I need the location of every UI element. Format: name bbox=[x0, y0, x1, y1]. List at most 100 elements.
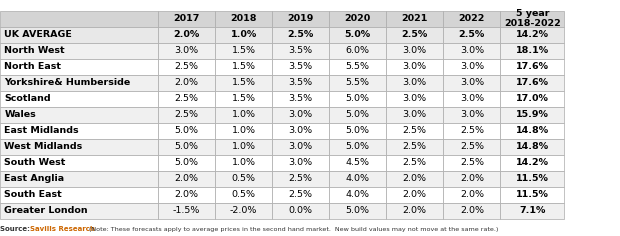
Bar bbox=[500, 171, 564, 187]
Bar bbox=[386, 91, 443, 107]
Bar bbox=[215, 107, 272, 123]
Bar bbox=[0, 59, 158, 75]
Bar bbox=[0, 155, 158, 171]
Bar bbox=[329, 59, 386, 75]
Bar bbox=[386, 75, 443, 91]
Bar bbox=[0, 187, 158, 203]
Bar bbox=[329, 203, 386, 219]
Bar bbox=[386, 139, 443, 155]
Text: 5.5%: 5.5% bbox=[346, 78, 370, 87]
Bar bbox=[386, 43, 443, 59]
Text: (Note: These forecasts apply to average prices in the second hand market.  New b: (Note: These forecasts apply to average … bbox=[87, 227, 499, 232]
Bar bbox=[329, 107, 386, 123]
Text: 3.5%: 3.5% bbox=[289, 94, 312, 103]
Bar bbox=[215, 123, 272, 139]
Bar bbox=[443, 91, 500, 107]
Text: 2.5%: 2.5% bbox=[175, 110, 198, 119]
Text: 3.0%: 3.0% bbox=[289, 110, 312, 119]
Text: 6.0%: 6.0% bbox=[346, 46, 370, 55]
Text: Source:: Source: bbox=[0, 226, 32, 232]
Bar bbox=[443, 123, 500, 139]
Text: 2.0%: 2.0% bbox=[460, 174, 484, 183]
Bar bbox=[386, 27, 443, 43]
Bar bbox=[329, 11, 386, 27]
Text: South East: South East bbox=[4, 190, 62, 199]
Bar bbox=[158, 27, 215, 43]
Text: 2018: 2018 bbox=[231, 14, 257, 23]
Text: 2.5%: 2.5% bbox=[402, 30, 428, 39]
Bar bbox=[443, 59, 500, 75]
Text: Scotland: Scotland bbox=[4, 94, 51, 103]
Bar bbox=[329, 27, 386, 43]
Bar bbox=[272, 11, 329, 27]
Bar bbox=[158, 123, 215, 139]
Text: 2.5%: 2.5% bbox=[460, 158, 484, 167]
Bar bbox=[0, 91, 158, 107]
Text: 2021: 2021 bbox=[402, 14, 428, 23]
Text: 14.2%: 14.2% bbox=[516, 158, 549, 167]
Bar bbox=[158, 11, 215, 27]
Bar bbox=[500, 155, 564, 171]
Text: 3.0%: 3.0% bbox=[403, 62, 427, 71]
Text: -2.0%: -2.0% bbox=[230, 206, 257, 215]
Text: 11.5%: 11.5% bbox=[516, 190, 549, 199]
Bar bbox=[500, 123, 564, 139]
Bar bbox=[158, 107, 215, 123]
Text: 5.0%: 5.0% bbox=[346, 110, 370, 119]
Text: 14.8%: 14.8% bbox=[516, 142, 549, 151]
Text: 4.0%: 4.0% bbox=[346, 174, 370, 183]
Text: UK AVERAGE: UK AVERAGE bbox=[4, 30, 72, 39]
Bar bbox=[443, 203, 500, 219]
Text: Greater London: Greater London bbox=[4, 206, 88, 215]
Text: 3.0%: 3.0% bbox=[460, 46, 484, 55]
Text: 2.0%: 2.0% bbox=[175, 174, 198, 183]
Text: 3.0%: 3.0% bbox=[175, 46, 198, 55]
Text: 2.0%: 2.0% bbox=[403, 174, 427, 183]
Bar bbox=[443, 187, 500, 203]
Bar bbox=[386, 11, 443, 27]
Bar bbox=[158, 171, 215, 187]
Text: 2.5%: 2.5% bbox=[289, 174, 312, 183]
Bar bbox=[158, 187, 215, 203]
Bar bbox=[443, 171, 500, 187]
Bar bbox=[443, 27, 500, 43]
Text: 0.5%: 0.5% bbox=[232, 190, 255, 199]
Text: 14.2%: 14.2% bbox=[516, 30, 549, 39]
Bar bbox=[158, 155, 215, 171]
Bar bbox=[443, 155, 500, 171]
Bar bbox=[215, 203, 272, 219]
Bar bbox=[215, 11, 272, 27]
Text: 3.0%: 3.0% bbox=[403, 46, 427, 55]
Bar bbox=[329, 155, 386, 171]
Bar bbox=[500, 43, 564, 59]
Bar bbox=[500, 91, 564, 107]
Text: 2.5%: 2.5% bbox=[460, 126, 484, 135]
Bar bbox=[158, 91, 215, 107]
Bar bbox=[215, 75, 272, 91]
Text: 2.5%: 2.5% bbox=[460, 142, 484, 151]
Bar bbox=[329, 123, 386, 139]
Text: 2.0%: 2.0% bbox=[403, 190, 427, 199]
Text: 2.5%: 2.5% bbox=[403, 126, 427, 135]
Bar bbox=[329, 91, 386, 107]
Text: 3.0%: 3.0% bbox=[460, 110, 484, 119]
Bar bbox=[215, 155, 272, 171]
Bar bbox=[272, 59, 329, 75]
Text: 2.5%: 2.5% bbox=[288, 30, 314, 39]
Bar bbox=[272, 203, 329, 219]
Text: 5.5%: 5.5% bbox=[346, 62, 370, 71]
Text: 3.0%: 3.0% bbox=[289, 142, 312, 151]
Text: 3.5%: 3.5% bbox=[289, 78, 312, 87]
Text: 5.0%: 5.0% bbox=[346, 206, 370, 215]
Bar bbox=[386, 59, 443, 75]
Bar bbox=[500, 11, 564, 27]
Bar bbox=[272, 75, 329, 91]
Text: 2.5%: 2.5% bbox=[459, 30, 485, 39]
Bar bbox=[158, 59, 215, 75]
Bar bbox=[500, 107, 564, 123]
Text: 15.9%: 15.9% bbox=[516, 110, 549, 119]
Text: 5.0%: 5.0% bbox=[346, 94, 370, 103]
Bar bbox=[272, 155, 329, 171]
Bar bbox=[158, 139, 215, 155]
Bar bbox=[215, 187, 272, 203]
